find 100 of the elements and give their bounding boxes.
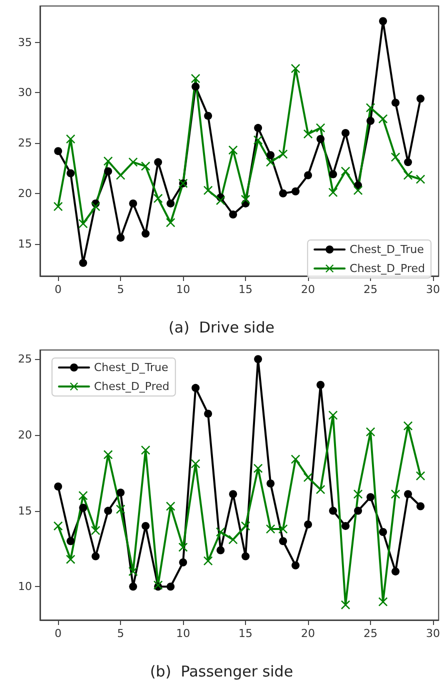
x-tick-label: 25	[364, 627, 378, 640]
point	[54, 521, 63, 530]
point	[129, 582, 138, 591]
point	[378, 597, 388, 606]
point	[392, 567, 400, 576]
x-tick-label: 30	[426, 627, 440, 640]
x-tick-label: 0	[54, 283, 62, 296]
legend-label: Chest_D_True	[94, 361, 169, 374]
point	[404, 490, 412, 498]
point	[316, 123, 326, 132]
point	[354, 506, 362, 515]
point	[154, 194, 163, 203]
point	[266, 151, 275, 160]
y-tick-label: 10	[18, 580, 32, 594]
point	[91, 202, 100, 211]
point	[329, 506, 338, 515]
point	[329, 170, 338, 178]
y-tick-label: 25	[18, 352, 32, 366]
point	[66, 537, 75, 546]
x-tick-label: 20	[301, 627, 316, 640]
x-tick-label: 15	[238, 283, 253, 296]
point	[354, 490, 363, 499]
point	[142, 522, 150, 530]
point	[191, 74, 200, 84]
point	[228, 146, 238, 155]
point	[128, 566, 138, 576]
text: (a) Drive side	[168, 318, 274, 336]
point	[79, 258, 88, 267]
x-tick-label: 20	[301, 283, 316, 296]
point	[354, 186, 363, 195]
point	[416, 174, 426, 184]
point	[192, 384, 200, 392]
point	[404, 421, 413, 430]
point	[191, 459, 200, 468]
point	[178, 542, 188, 552]
point	[254, 355, 262, 364]
point	[141, 446, 150, 455]
point	[279, 189, 288, 198]
point	[66, 134, 76, 144]
y-tick-label: 35	[18, 36, 32, 49]
point	[78, 491, 88, 500]
point	[254, 464, 263, 473]
point	[342, 128, 350, 137]
point	[54, 202, 63, 211]
point	[328, 410, 338, 420]
point	[416, 502, 425, 510]
point	[216, 196, 226, 205]
point	[54, 482, 62, 491]
x-tick-label: 5	[117, 283, 124, 296]
point	[128, 158, 138, 167]
point	[92, 552, 100, 560]
point	[79, 504, 88, 512]
point	[391, 152, 400, 162]
point	[66, 169, 75, 178]
x-tick-label: 30	[426, 283, 440, 296]
point	[179, 558, 188, 566]
point	[379, 17, 388, 26]
point	[204, 556, 213, 566]
point	[142, 230, 150, 238]
point	[304, 472, 313, 482]
point	[242, 552, 250, 560]
point	[278, 150, 288, 159]
point	[166, 582, 175, 591]
y-tick-label: 15	[18, 237, 32, 250]
point	[316, 134, 325, 143]
point	[166, 502, 176, 511]
point	[304, 520, 312, 528]
point	[104, 506, 112, 515]
point	[241, 521, 250, 530]
legend-label: Chest_D_Pred	[94, 380, 170, 393]
point	[228, 535, 238, 544]
legend-label: Chest_D_Pred	[350, 262, 425, 275]
point	[291, 454, 300, 464]
x-tick-label: 5	[117, 627, 124, 640]
point	[254, 124, 262, 132]
point	[192, 82, 200, 91]
point	[379, 528, 388, 536]
point	[229, 490, 238, 498]
point	[129, 199, 138, 208]
point	[204, 186, 213, 195]
point	[91, 526, 100, 536]
point	[116, 234, 125, 242]
point	[392, 98, 400, 107]
point	[416, 471, 426, 480]
point	[378, 114, 388, 124]
y-tick-label: 20	[18, 428, 32, 442]
point	[342, 522, 350, 530]
point	[404, 170, 413, 180]
x-tick-label: 10	[176, 627, 190, 640]
point	[266, 479, 275, 488]
point	[104, 450, 113, 460]
y-tick-label: 15	[18, 504, 32, 518]
point	[229, 210, 238, 219]
y-tick-label: 25	[18, 136, 32, 150]
y-tick-label: 20	[18, 186, 32, 200]
point	[216, 546, 225, 554]
point	[292, 561, 300, 570]
point	[416, 94, 425, 103]
point	[366, 427, 376, 436]
point	[104, 156, 113, 166]
